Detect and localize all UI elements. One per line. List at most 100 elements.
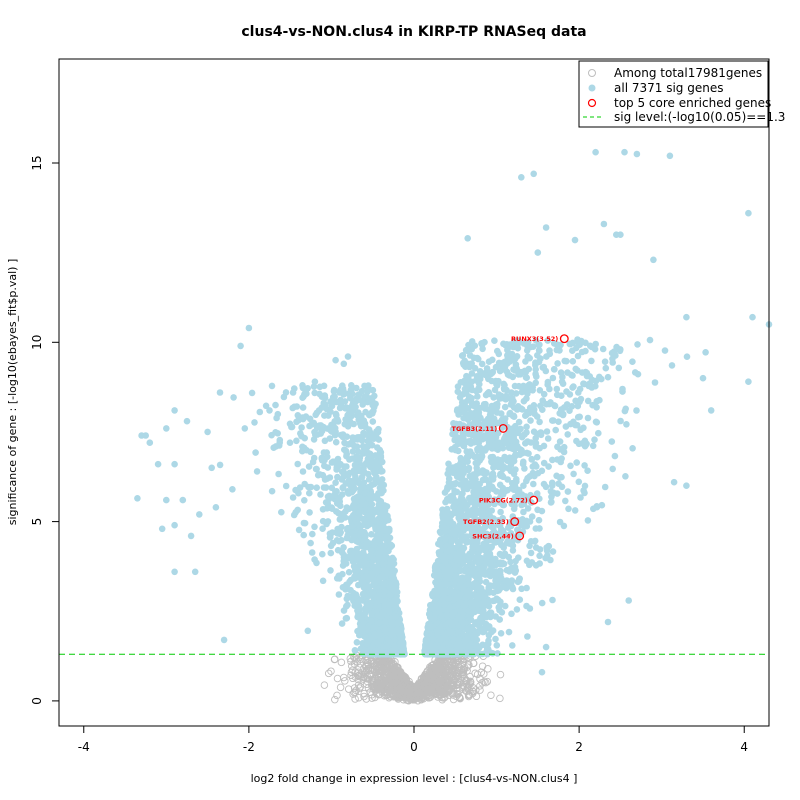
sig-point: [444, 547, 452, 555]
sig-point: [476, 643, 483, 651]
sig-point: [593, 398, 600, 405]
sig-point: [332, 479, 339, 487]
sig-point: [294, 460, 302, 468]
sig-point: [493, 533, 500, 540]
nonsig-point: [435, 658, 444, 667]
sig-point: [552, 426, 559, 434]
sig-point: [581, 437, 589, 445]
sig-point: [450, 503, 457, 511]
sig-point: [509, 412, 517, 420]
sig-point: [539, 364, 547, 371]
sig-point: [452, 573, 460, 580]
sig-point: [309, 530, 316, 538]
nonsig-point: [369, 677, 378, 685]
sig-point: [448, 629, 456, 636]
sig-point: [476, 404, 484, 412]
sig-point: [520, 508, 527, 516]
sig-point: [533, 490, 541, 497]
sig-point: [510, 481, 518, 489]
sig-point: [562, 497, 569, 505]
sig-point: [508, 610, 515, 618]
sig-point: [592, 418, 600, 426]
sig-point: [456, 650, 463, 657]
sig-point: [469, 625, 476, 633]
sig-point: [453, 407, 461, 415]
sig-point: [473, 420, 481, 428]
sig-point: [619, 385, 626, 393]
sig-point: [511, 382, 519, 390]
sig-point: [444, 495, 451, 503]
sig-point: [537, 431, 545, 439]
nonsig-point: [385, 660, 393, 668]
sig-point: [532, 359, 539, 367]
nonsig-point: [451, 670, 459, 679]
sig-point: [629, 358, 636, 366]
sig-point: [503, 577, 511, 584]
sig-point: [438, 612, 446, 620]
sig-point: [474, 459, 481, 467]
nonsig-point: [360, 689, 368, 698]
nonsig-point: [438, 695, 447, 704]
sig-point: [338, 620, 346, 627]
sig-point: [286, 439, 294, 447]
nonsig-point: [333, 691, 341, 700]
sig-point: [460, 619, 467, 627]
sig-point: [484, 415, 492, 423]
nonsig-point: [469, 659, 478, 667]
sig-point: [518, 494, 526, 501]
sig-point: [447, 553, 454, 561]
sig-point: [500, 583, 507, 590]
sig-point: [532, 434, 539, 442]
sig-point: [566, 391, 574, 398]
sig-point: [480, 540, 488, 548]
sig-point: [512, 390, 520, 397]
sig-point: [450, 420, 457, 427]
sig-point: [453, 498, 461, 506]
sig-point: [495, 517, 502, 524]
sig-point: [547, 556, 554, 564]
sig-point: [438, 553, 446, 560]
nonsig-point: [324, 669, 333, 678]
sig-point: [497, 410, 505, 417]
sig-point: [536, 444, 543, 452]
nonsig-point: [348, 662, 356, 670]
sig-point: [487, 454, 495, 461]
nonsig-point: [387, 668, 396, 676]
sig-point: [543, 353, 550, 360]
sig-point: [482, 400, 489, 408]
sig-point: [702, 349, 709, 356]
sig-point: [570, 418, 577, 426]
sig-point: [564, 488, 572, 495]
sig-point: [442, 558, 449, 566]
sig-point: [476, 386, 483, 394]
sig-point: [507, 467, 515, 475]
sig-point: [576, 398, 583, 406]
sig-point: [502, 439, 509, 447]
sig-point: [464, 480, 471, 487]
sig-point: [542, 483, 550, 491]
sig-point: [548, 479, 556, 487]
sig-point: [514, 403, 522, 410]
sig-point: [505, 524, 512, 531]
sig-point: [510, 505, 518, 513]
sig-point: [668, 362, 676, 369]
sig-point: [446, 604, 454, 611]
nonsig-point: [377, 671, 385, 680]
sig-point: [556, 474, 564, 481]
sig-point: [479, 609, 487, 617]
sig-point: [584, 517, 592, 524]
sig-point: [319, 550, 326, 558]
sig-point: [485, 586, 492, 593]
sig-point: [307, 539, 314, 547]
sig-point: [454, 600, 462, 608]
sig-point: [508, 399, 515, 407]
sig-point: [622, 405, 629, 413]
nonsig-point: [357, 670, 365, 679]
sig-point: [492, 539, 499, 546]
sig-point: [511, 367, 519, 374]
sig-point: [582, 339, 589, 347]
sig-point: [492, 577, 499, 584]
sig-point: [443, 519, 451, 526]
nonsig-point: [349, 666, 357, 674]
nonsig-point: [400, 672, 408, 681]
